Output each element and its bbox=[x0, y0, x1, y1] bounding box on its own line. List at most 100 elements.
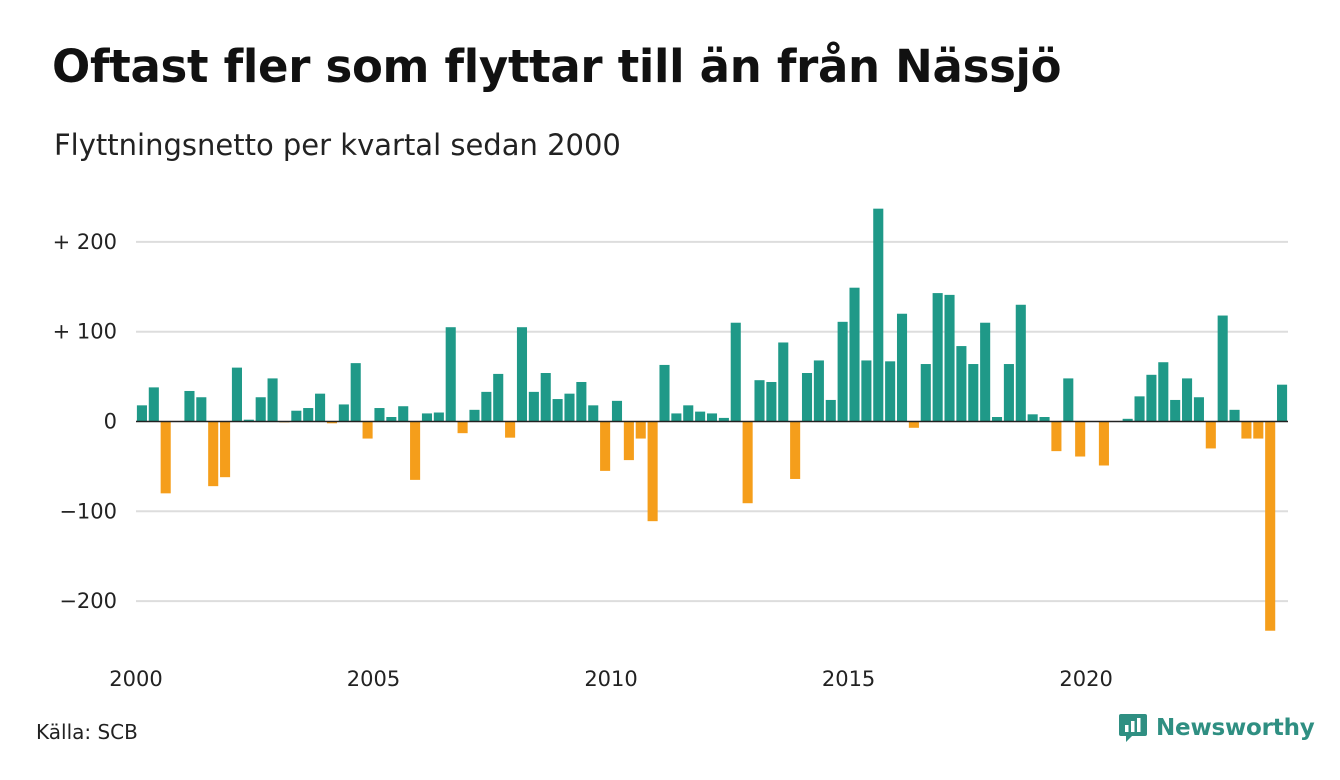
bar-negative: 2023 K2: -19 bbox=[1241, 421, 1252, 439]
bar-positive: 2018 K2: 64 bbox=[1003, 364, 1014, 422]
bar-positive: 2000 K2: 38 bbox=[148, 387, 159, 422]
y-tick-label: 0 bbox=[104, 410, 117, 434]
bar-positive: 2020 K4: 3 bbox=[1122, 418, 1133, 422]
bar-negative: 2005 K4: -65 bbox=[410, 421, 421, 480]
bar-positive: 2003 K4: 31 bbox=[315, 393, 326, 422]
bar-positive: 2021 K1: 28 bbox=[1134, 396, 1145, 422]
x-tick-label: 2020 bbox=[1059, 667, 1112, 691]
y-tick-label: + 100 bbox=[53, 320, 117, 344]
bar-positive: 2005 K3: 17 bbox=[398, 406, 409, 422]
bar-positive: 2021 K2: 52 bbox=[1146, 374, 1157, 422]
bar-positive: 2004 K2: 19 bbox=[338, 404, 349, 422]
bar-positive: 2016 K1: 120 bbox=[896, 313, 908, 422]
bar-positive: 2006 K1: 9 bbox=[421, 413, 433, 422]
bar-positive: 2013 K3: 88 bbox=[778, 342, 789, 422]
bar-positive: 2016 K4: 143 bbox=[932, 293, 943, 422]
bar-positive: 2001 K2: 27 bbox=[196, 397, 207, 422]
bar-negative: 2020 K2: -49 bbox=[1098, 421, 1109, 466]
bar-negative: 2019 K2: -33 bbox=[1051, 421, 1062, 452]
bar-positive: 2000 K1: 18 bbox=[136, 405, 147, 422]
y-axis-tick-labels: + 200 + 100 0 −100 −200 bbox=[53, 230, 117, 613]
bar-negative: 2001 K3: -72 bbox=[208, 421, 219, 487]
bar-positive: 2017 K2: 84 bbox=[956, 346, 967, 422]
bar-negative: 2016 K2: -7 bbox=[908, 421, 919, 428]
x-tick-label: 2010 bbox=[584, 667, 637, 691]
bar-positive: 2015 K2: 68 bbox=[861, 360, 872, 422]
bar-positive: 2017 K4: 110 bbox=[980, 322, 991, 422]
x-tick-label: 2000 bbox=[109, 667, 162, 691]
bar-positive: 2014 K1: 54 bbox=[801, 373, 813, 422]
x-tick-label: 2005 bbox=[347, 667, 400, 691]
bar-positive: 2011 K3: 18 bbox=[683, 405, 694, 422]
bar-negative: 2019 K4: -39 bbox=[1075, 421, 1086, 457]
gridlines bbox=[136, 240, 1288, 603]
bar-negative: 2023 K4: -233 bbox=[1265, 421, 1276, 631]
bar-positive: 2009 K2: 44 bbox=[576, 381, 587, 422]
bar-positive: 2005 K2: 5 bbox=[386, 417, 397, 422]
bars: 2000 K1: 182000 K2: 382000 K3: -80 2001 K… bbox=[136, 208, 1288, 631]
bar-negative: 2023 K3: -19 bbox=[1253, 421, 1264, 439]
bar-positive: 2015 K1: 149 bbox=[849, 287, 860, 422]
bar-positive: 2012 K3: 110 bbox=[730, 322, 741, 422]
bar-positive: 2017 K1: 141 bbox=[944, 294, 955, 422]
bar-positive: 2011 K4: 11 bbox=[695, 411, 706, 422]
bar-positive: 2024 K1: 41 bbox=[1277, 384, 1288, 422]
bar-positive: 2017 K3: 64 bbox=[968, 364, 979, 422]
brand-logo[interactable]: Newsworthy bbox=[1118, 712, 1315, 744]
bar-negative: 2012 K4: -91 bbox=[742, 421, 753, 504]
bar-negative: 2010 K4: -111 bbox=[647, 421, 658, 522]
bar-positive: 2019 K1: 5 bbox=[1039, 417, 1050, 422]
bar-positive: 2008 K4: 25 bbox=[552, 399, 563, 422]
x-tick-label: 2015 bbox=[822, 667, 875, 691]
x-axis-tick-labels: 2000 2005 2010 2015 2020 bbox=[109, 667, 1113, 691]
bar-negative: 2009 K4: -55 bbox=[600, 421, 611, 471]
bar-negative: 2010 K2: -43 bbox=[623, 421, 634, 461]
bar-negative: 2004 K1: -2 bbox=[326, 421, 337, 424]
y-tick-label: −200 bbox=[59, 589, 117, 613]
bar-positive: 2012 K2: 4 bbox=[718, 417, 729, 422]
y-tick-label: + 200 bbox=[53, 230, 117, 254]
chart-title: Oftast fler som flyttar till än från Näs… bbox=[52, 40, 1062, 93]
bar-negative: 2007 K4: -18 bbox=[505, 421, 516, 438]
bar-positive: 2010 K1: 23 bbox=[611, 400, 623, 422]
bar-negative: 2010 K3: -19 bbox=[635, 421, 646, 439]
bar-positive: 2008 K1: 105 bbox=[516, 327, 528, 422]
bar-positive: 2018 K4: 8 bbox=[1027, 414, 1038, 422]
bar-negative: 2006 K4: -13 bbox=[457, 421, 468, 434]
bar-positive: 2001 K1: 34 bbox=[184, 390, 195, 422]
source-note: Källa: SCB bbox=[36, 720, 138, 744]
bar-negative: 2001 K4: -62 bbox=[220, 421, 231, 478]
bar-positive: 2021 K4: 24 bbox=[1170, 399, 1181, 422]
bar-positive: 2007 K1: 13 bbox=[469, 409, 480, 422]
bar-negative: 2013 K4: -64 bbox=[790, 421, 801, 479]
bar-positive: 2003 K2: 12 bbox=[291, 410, 302, 422]
bar-negative: 2000 K3: -80 bbox=[160, 421, 171, 494]
bar-positive: 2022 K2: 27 bbox=[1193, 397, 1204, 422]
newsworthy-logo-icon bbox=[1119, 714, 1147, 742]
bar-positive: 2013 K1: 46 bbox=[754, 380, 765, 422]
bar-positive: 2006 K3: 105 bbox=[445, 327, 456, 422]
bar-positive: 2013 K2: 44 bbox=[766, 381, 777, 422]
bar-positive: 2003 K3: 15 bbox=[303, 408, 314, 422]
brand-name: Newsworthy bbox=[1156, 715, 1315, 741]
bar-positive: 2015 K4: 67 bbox=[885, 361, 896, 422]
bar-positive: 2018 K1: 5 bbox=[991, 417, 1003, 422]
bar-positive: 2006 K2: 10 bbox=[433, 412, 444, 422]
bar-positive: 2023 K1: 13 bbox=[1229, 409, 1240, 422]
bar-positive: 2016 K3: 64 bbox=[920, 364, 931, 422]
bar-positive: 2014 K4: 111 bbox=[837, 321, 848, 422]
bar-positive: 2012 K1: 9 bbox=[706, 413, 718, 422]
bar-positive: 2005 K1: 15 bbox=[374, 408, 385, 422]
bar-positive: 2008 K3: 54 bbox=[540, 373, 551, 422]
bar-positive: 2018 K3: 130 bbox=[1015, 304, 1026, 422]
bar-positive: 2007 K2: 33 bbox=[481, 391, 492, 422]
bar-negative: 2004 K4: -19 bbox=[362, 421, 373, 439]
bar-negative: 2022 K3: -30 bbox=[1205, 421, 1216, 449]
bar-positive: 2009 K3: 18 bbox=[588, 405, 599, 422]
chart-subtitle: Flyttningsnetto per kvartal sedan 2000 bbox=[54, 128, 621, 162]
bar-positive: 2007 K3: 53 bbox=[493, 373, 504, 422]
